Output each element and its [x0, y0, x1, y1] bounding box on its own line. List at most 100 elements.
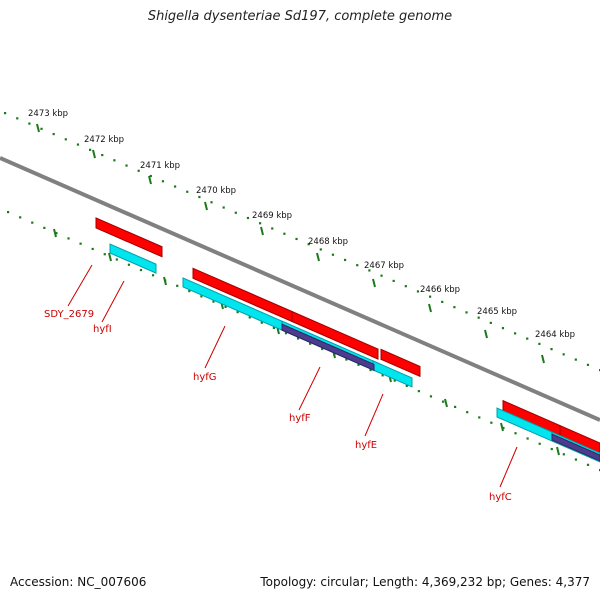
ruler-major-tick: [260, 226, 264, 236]
ruler-major-tick: [541, 354, 545, 364]
ruler-dot: [137, 169, 140, 172]
ruler-dot: [501, 327, 505, 330]
ruler-dot: [234, 211, 237, 214]
inner-ruler-dot: [405, 384, 408, 387]
inner-ruler-dot: [562, 453, 565, 456]
cds-bar-forward: [95, 217, 163, 258]
ruler-tick-label: 2466 kbp: [420, 285, 460, 295]
ruler-dot: [453, 306, 456, 309]
ruler-dot: [283, 232, 286, 235]
gene-leader-line: [101, 280, 125, 323]
ruler-dot: [574, 358, 577, 361]
inner-ruler-dot: [7, 211, 10, 214]
ruler-dot: [295, 237, 298, 241]
inner-ruler-dot: [490, 421, 493, 424]
ruler-dot: [40, 127, 43, 130]
ruler-tick-label: 2470 kbp: [196, 186, 236, 196]
map-title: Shigella dysenteriae Sd197, complete gen…: [147, 9, 453, 24]
inner-ruler-dot: [284, 332, 288, 335]
genome-backbone: [0, 156, 600, 422]
ruler-dot: [52, 132, 55, 136]
inner-ruler-dot: [115, 258, 118, 261]
inner-ruler-dot: [248, 316, 251, 319]
ruler-major-tick: [372, 278, 376, 288]
ruler-dot: [16, 117, 19, 120]
inner-ruler-dot: [188, 289, 191, 293]
ruler-dot: [526, 337, 529, 340]
ruler-tick-label: 2473 kbp: [28, 109, 68, 119]
ruler-dot: [404, 285, 407, 288]
inner-ruler-dot: [224, 305, 227, 308]
ruler-major-tick: [204, 201, 208, 211]
ruler-major-tick: [148, 175, 152, 185]
inner-ruler-dot: [67, 237, 70, 240]
gene-leader-line: [499, 446, 518, 488]
inner-ruler-dot: [321, 347, 324, 351]
inner-ruler-dot: [586, 463, 590, 466]
inner-ruler-tick: [163, 276, 167, 286]
ruler-dot: [307, 243, 310, 246]
gene-label: hyfC: [489, 492, 512, 503]
ruler-tick-label: 2465 kbp: [477, 307, 517, 317]
ruler-dot: [198, 195, 201, 199]
ruler-major-tick: [316, 252, 320, 262]
ruler-dot: [174, 185, 177, 188]
ruler-tick-label: 2468 kbp: [308, 237, 348, 247]
ruler-dot: [222, 206, 225, 209]
inner-ruler-dot: [212, 300, 215, 303]
inner-ruler-dot: [478, 416, 481, 419]
ruler-dot: [28, 122, 31, 125]
ruler-dot: [331, 253, 335, 256]
ruler-tick-label: 2472 kbp: [84, 135, 124, 145]
ruler-dot: [477, 316, 480, 319]
inner-ruler-dot: [296, 337, 300, 340]
inner-ruler-dot: [260, 321, 263, 324]
inner-ruler-dot: [309, 342, 312, 345]
ruler-dot: [344, 258, 347, 262]
ruler-dot: [113, 159, 116, 162]
ruler-dot: [101, 153, 104, 157]
ruler-dot: [319, 248, 322, 251]
ruler-dot: [489, 321, 492, 324]
gene-label: hyfF: [289, 413, 311, 424]
ruler-dot: [125, 164, 128, 167]
ruler-dot: [4, 112, 7, 115]
ruler-tick-label: 2464 kbp: [535, 330, 575, 340]
inner-ruler-dot: [19, 216, 22, 219]
inner-ruler-dot: [369, 368, 372, 372]
ruler-major-tick: [484, 329, 488, 339]
ruler-dot: [368, 269, 371, 272]
inner-ruler-tick: [53, 228, 57, 238]
ruler-dot: [246, 216, 250, 220]
gene-leader-line: [204, 325, 226, 369]
inner-ruler-dot: [466, 411, 469, 414]
inner-ruler-dot: [502, 426, 505, 430]
inner-ruler-tick: [556, 446, 560, 456]
inner-ruler-dot: [550, 447, 553, 451]
inner-ruler-dot: [393, 379, 396, 382]
ruler-dot: [465, 311, 468, 314]
cds-bar-forward: [291, 310, 379, 360]
accession-label: Accession: NC_007606: [10, 575, 147, 589]
inner-ruler-dot: [55, 232, 58, 235]
ruler-dot: [89, 148, 92, 151]
ruler-dot: [210, 201, 213, 204]
inner-ruler-dot: [79, 242, 82, 245]
ruler-tick-label: 2467 kbp: [364, 261, 404, 271]
cds-bar-forward: [559, 424, 600, 454]
inner-ruler-dot: [345, 358, 348, 361]
inner-ruler-dot: [151, 274, 155, 277]
gene-label: SDY_2679: [44, 309, 94, 320]
ruler-dot: [429, 295, 432, 298]
ruler-major-tick: [92, 149, 96, 159]
ruler-tick-label: 2471 kbp: [140, 161, 180, 171]
inner-ruler-tick: [500, 422, 504, 432]
inner-ruler-dot: [236, 311, 239, 314]
inner-ruler-dot: [176, 284, 179, 287]
inner-ruler-dot: [103, 253, 106, 256]
inner-ruler-tick: [444, 398, 448, 408]
overlap-bar: [281, 323, 375, 372]
ruler-dot: [514, 332, 517, 335]
inner-ruler-dot: [574, 458, 578, 461]
